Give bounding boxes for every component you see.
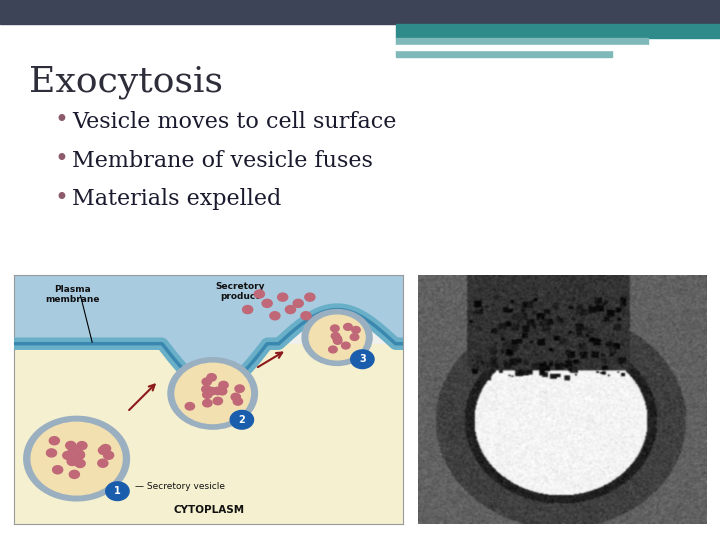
Circle shape (71, 455, 81, 463)
Circle shape (343, 323, 352, 330)
Circle shape (75, 460, 85, 468)
Circle shape (202, 386, 211, 393)
Circle shape (77, 442, 87, 450)
Circle shape (66, 441, 76, 449)
Circle shape (74, 450, 84, 458)
Bar (396, 38, 648, 45)
Circle shape (106, 482, 129, 501)
Circle shape (98, 459, 108, 467)
Text: Materials expelled: Materials expelled (72, 188, 282, 211)
Circle shape (331, 333, 340, 339)
Circle shape (333, 338, 342, 345)
Circle shape (207, 374, 216, 381)
Circle shape (351, 327, 360, 333)
Text: 3: 3 (359, 354, 366, 364)
Circle shape (207, 387, 216, 395)
Circle shape (301, 312, 311, 320)
Circle shape (293, 299, 303, 307)
Bar (0, 0, 720, 24)
Text: Exocytosis: Exocytosis (29, 65, 222, 99)
Circle shape (333, 335, 341, 342)
Circle shape (202, 391, 212, 399)
Circle shape (175, 363, 251, 423)
Circle shape (101, 444, 111, 453)
Circle shape (230, 410, 253, 429)
Text: Vesicle moves to cell surface: Vesicle moves to cell surface (72, 111, 397, 133)
Circle shape (31, 422, 122, 495)
Circle shape (202, 378, 212, 386)
Circle shape (185, 402, 194, 410)
Bar (396, 45, 648, 50)
Bar (396, 24, 720, 38)
Text: •: • (55, 108, 68, 132)
Circle shape (68, 445, 78, 453)
Circle shape (278, 293, 288, 301)
Circle shape (69, 470, 79, 478)
Circle shape (104, 451, 114, 460)
Text: CYTOPLASM: CYTOPLASM (174, 505, 244, 515)
Circle shape (213, 387, 222, 395)
Text: Secretory
product: Secretory product (215, 281, 265, 301)
Circle shape (217, 388, 227, 395)
Circle shape (231, 393, 240, 401)
Circle shape (330, 325, 339, 332)
Circle shape (262, 299, 272, 307)
Circle shape (68, 457, 78, 465)
Bar (14, 343, 403, 524)
Circle shape (233, 397, 243, 405)
Circle shape (351, 350, 374, 368)
Bar (396, 50, 612, 57)
Circle shape (99, 447, 109, 455)
Circle shape (305, 293, 315, 301)
Circle shape (219, 381, 228, 389)
Circle shape (243, 306, 253, 314)
Circle shape (168, 357, 258, 429)
Circle shape (235, 385, 244, 393)
Circle shape (213, 397, 222, 404)
Text: 1: 1 (114, 486, 121, 496)
Circle shape (285, 306, 295, 314)
Circle shape (328, 346, 337, 353)
Circle shape (74, 451, 84, 459)
Circle shape (24, 417, 129, 501)
Circle shape (341, 342, 350, 349)
Circle shape (49, 437, 59, 445)
Text: •: • (55, 147, 68, 171)
Text: — Secretory vesicle: — Secretory vesicle (135, 482, 225, 491)
Circle shape (350, 334, 359, 340)
Circle shape (302, 309, 372, 366)
Text: Membrane of vesicle fuses: Membrane of vesicle fuses (72, 150, 373, 172)
Circle shape (270, 312, 280, 320)
Text: 2: 2 (238, 415, 246, 425)
Circle shape (202, 400, 212, 407)
Text: •: • (55, 186, 68, 210)
Circle shape (67, 457, 77, 465)
Circle shape (309, 315, 365, 360)
Circle shape (53, 465, 63, 474)
Circle shape (47, 449, 57, 457)
Circle shape (63, 451, 73, 460)
Circle shape (254, 290, 264, 298)
Text: Plasma
membrane: Plasma membrane (45, 285, 100, 304)
